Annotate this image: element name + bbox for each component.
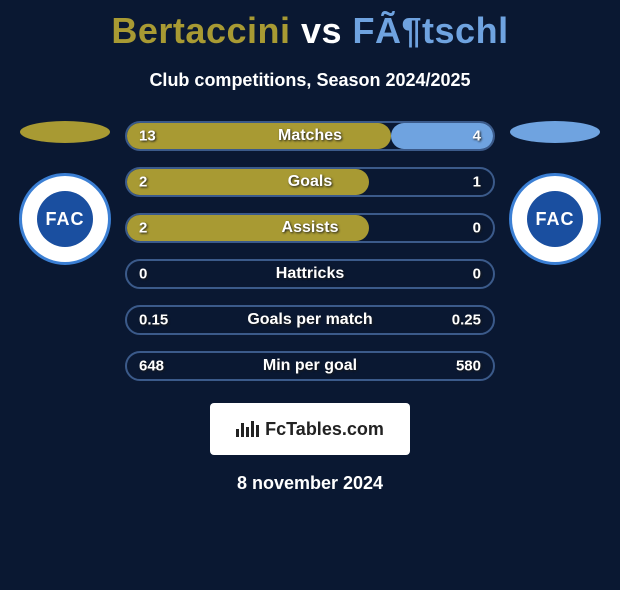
footer-logo-text: FcTables.com	[265, 419, 384, 440]
stat-row: 2 Goals 1	[125, 167, 495, 197]
stat-value-right: 1	[473, 174, 481, 191]
stat-row: 0.15 Goals per match 0.25	[125, 305, 495, 335]
page-title: Bertaccini vs FÃ¶tschl	[0, 10, 620, 52]
right-club-badge-text: FAC	[527, 191, 583, 247]
stat-value-right: 0.25	[452, 312, 481, 329]
stat-value-right: 0	[473, 266, 481, 283]
footer-logo: FcTables.com	[210, 403, 410, 455]
footer-logo-chart-icon	[236, 421, 259, 437]
stat-value-left: 0	[139, 266, 147, 283]
stat-row: 0 Hattricks 0	[125, 259, 495, 289]
stat-value-right: 4	[473, 128, 481, 145]
stat-label: Matches	[278, 127, 342, 145]
stat-label: Goals	[288, 173, 332, 191]
stat-label: Min per goal	[263, 357, 357, 375]
stat-label: Assists	[282, 219, 339, 237]
right-club-badge: FAC	[509, 173, 601, 265]
comparison-content: FAC 13 Matches 4 2 Goals 1 2 Assists 0 0 Hattricks…	[0, 121, 620, 397]
stats-table: 13 Matches 4 2 Goals 1 2 Assists 0 0 Hattricks 0 0.1…	[120, 121, 500, 397]
stat-row: 648 Min per goal 580	[125, 351, 495, 381]
stat-bar-left	[127, 123, 391, 149]
stat-bar-left	[127, 169, 369, 195]
stat-value-right: 580	[456, 358, 481, 375]
stat-value-left: 2	[139, 174, 147, 191]
stat-value-left: 2	[139, 220, 147, 237]
subtitle: Club competitions, Season 2024/2025	[0, 70, 620, 91]
left-player-ellipse	[20, 121, 110, 143]
left-club-badge: FAC	[19, 173, 111, 265]
stat-value-left: 0.15	[139, 312, 168, 329]
left-player-column: FAC	[10, 121, 120, 397]
stat-label: Goals per match	[247, 311, 372, 329]
stat-value-right: 0	[473, 220, 481, 237]
stat-label: Hattricks	[276, 265, 344, 283]
stat-row: 2 Assists 0	[125, 213, 495, 243]
stat-value-left: 13	[139, 128, 156, 145]
stat-value-left: 648	[139, 358, 164, 375]
stat-row: 13 Matches 4	[125, 121, 495, 151]
right-player-ellipse	[510, 121, 600, 143]
footer-date: 8 november 2024	[0, 473, 620, 494]
right-player-column: FAC	[500, 121, 610, 397]
left-club-badge-text: FAC	[37, 191, 93, 247]
